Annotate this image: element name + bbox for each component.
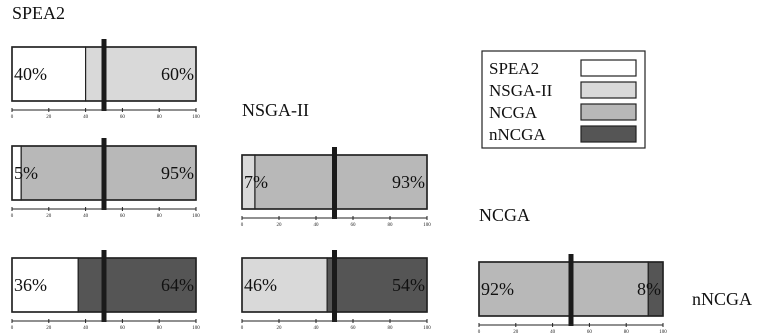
x-tick-label: 20 xyxy=(277,326,283,331)
percent-label: 92% xyxy=(481,279,514,299)
x-tick-label: 80 xyxy=(624,330,630,334)
x-tick-label: 60 xyxy=(120,115,126,120)
legend-label: NCGA xyxy=(489,103,538,122)
x-tick-label: 0 xyxy=(241,223,244,228)
x-tick-label: 100 xyxy=(423,326,431,331)
percent-label: 54% xyxy=(392,275,425,295)
percent-label: 5% xyxy=(14,163,38,183)
x-tick-label: 0 xyxy=(11,115,14,120)
x-tick-label: 60 xyxy=(351,326,357,331)
percent-label: 7% xyxy=(244,172,268,192)
midpoint-marker xyxy=(332,250,337,322)
x-tick-label: 100 xyxy=(192,115,200,120)
bar-panel: NSGA-II 7% 93% 0 20 40 60 80 100 xyxy=(241,100,432,228)
x-tick-label: 40 xyxy=(314,223,320,228)
bar-panel: 5% 95% 0 20 40 60 80 100 xyxy=(11,138,200,219)
bar-panel: SPEA2 40% 60% 0 20 40 60 80 100 xyxy=(11,3,201,120)
row-label: NSGA-II xyxy=(242,100,309,120)
percent-label: 36% xyxy=(14,275,47,295)
x-tick-label: 40 xyxy=(83,326,89,331)
bar-panel: NCGA 92% 8% 0 20 40 60 80 100 xyxy=(478,205,668,334)
x-tick-label: 80 xyxy=(157,214,163,219)
legend-swatch xyxy=(580,103,637,121)
midpoint-marker xyxy=(568,254,574,326)
percent-label: 64% xyxy=(161,275,194,295)
midpoint-marker xyxy=(101,250,107,322)
row-label: NCGA xyxy=(479,205,530,225)
x-tick-label: 80 xyxy=(388,326,394,331)
percent-label: 40% xyxy=(14,64,47,84)
bar-segment xyxy=(77,257,197,313)
percent-label: 93% xyxy=(392,172,425,192)
x-tick-label: 20 xyxy=(46,115,52,120)
bar-panel: 46% 54% 0 20 40 60 80 100 xyxy=(241,250,431,331)
midpoint-marker xyxy=(101,39,107,111)
x-tick-label: 100 xyxy=(659,330,667,334)
x-tick-label: 20 xyxy=(46,326,52,331)
percent-label: 95% xyxy=(161,163,194,183)
x-tick-label: 60 xyxy=(120,214,126,219)
x-tick-label: 20 xyxy=(46,214,52,219)
x-tick-label: 60 xyxy=(120,326,126,331)
x-tick-label: 80 xyxy=(388,223,394,228)
bar-segment xyxy=(11,257,79,313)
nncga-row-label: nNCGA xyxy=(692,289,752,309)
x-tick-label: 60 xyxy=(587,330,593,334)
x-tick-label: 0 xyxy=(241,326,244,331)
x-tick-label: 40 xyxy=(83,115,89,120)
x-tick-label: 80 xyxy=(157,326,163,331)
legend-swatch xyxy=(580,59,637,77)
midpoint-marker xyxy=(332,147,337,219)
x-tick-label: 60 xyxy=(351,223,357,228)
x-tick-label: 0 xyxy=(11,326,14,331)
legend-label: SPEA2 xyxy=(489,59,539,78)
x-tick-label: 80 xyxy=(157,115,163,120)
x-tick-label: 100 xyxy=(192,214,200,219)
legend-label: NSGA-II xyxy=(489,81,553,100)
legend: SPEA2 NSGA-II NCGA nNCGA xyxy=(481,50,646,149)
legend-swatch xyxy=(580,81,637,99)
percent-label: 8% xyxy=(637,279,661,299)
row-label: SPEA2 xyxy=(12,3,65,23)
bar-segment xyxy=(478,261,649,317)
bar-segment xyxy=(254,154,428,210)
bar-panel: 36% 64% 0 20 40 60 80 100 xyxy=(11,250,200,331)
legend-swatch xyxy=(580,125,637,143)
legend-label: nNCGA xyxy=(489,125,546,144)
midpoint-marker xyxy=(101,138,107,210)
percent-label: 60% xyxy=(161,64,194,84)
x-tick-label: 40 xyxy=(314,326,320,331)
percent-label: 46% xyxy=(244,275,277,295)
x-tick-label: 100 xyxy=(423,223,431,228)
x-tick-label: 40 xyxy=(83,214,89,219)
x-tick-label: 0 xyxy=(11,214,14,219)
x-tick-label: 20 xyxy=(277,223,283,228)
x-tick-label: 100 xyxy=(192,326,200,331)
x-tick-label: 40 xyxy=(550,330,556,334)
bar-panels: SPEA2 40% 60% 0 20 40 60 80 100 5% 95% 0 20 40 60 80 100… xyxy=(11,3,668,334)
x-tick-label: 0 xyxy=(478,330,481,334)
x-tick-label: 20 xyxy=(513,330,519,334)
